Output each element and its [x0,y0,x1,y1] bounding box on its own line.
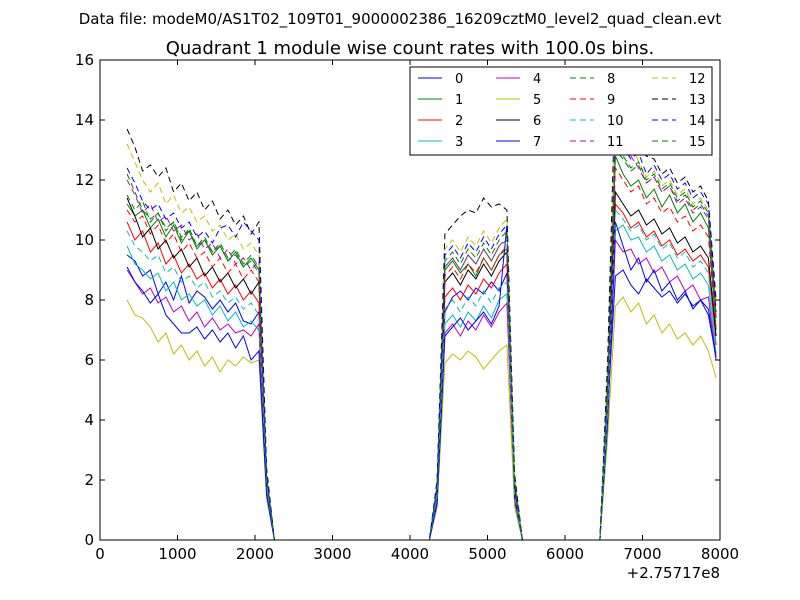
series-line-5 [126,296,717,541]
legend-label-13: 13 [689,93,706,108]
series-line-7 [126,221,717,541]
x-tick-label: 6000 [546,545,584,563]
x-tick-label: 3000 [313,545,351,563]
y-tick-label: 6 [84,351,94,369]
legend-label-3: 3 [455,135,463,150]
x-tick-label: 1000 [158,545,196,563]
series-line-10 [126,208,717,541]
legend-entry-9: 9 [570,93,615,108]
y-tick-label: 4 [84,411,94,429]
legend-entry-4: 4 [496,72,541,87]
series-line-9 [126,166,717,541]
legend-label-7: 7 [533,135,541,150]
x-tick-label: 0 [95,545,105,563]
y-tick-label: 14 [75,111,94,129]
legend-entry-13: 13 [652,93,706,108]
series-layer [126,80,717,541]
legend-label-14: 14 [689,114,706,129]
legend-label-4: 4 [533,72,541,87]
series-line-2 [126,202,717,541]
figure-suptitle: Data file: modeM0/AS1T02_109T01_90000023… [79,10,722,29]
y-tick-label: 8 [84,291,94,309]
legend-entry-7: 7 [496,135,541,150]
chart-title: Quadrant 1 module wise count rates with … [166,38,655,59]
legend-entry-6: 6 [496,114,541,129]
series-line-14 [126,133,717,541]
legend-label-0: 0 [455,72,463,87]
legend-entry-12: 12 [652,72,706,87]
legend-entry-10: 10 [570,114,624,129]
legend-entry-15: 15 [652,135,706,150]
legend-label-10: 10 [607,114,624,129]
y-tick-label: 10 [75,231,94,249]
x-tick-label: 4000 [391,545,429,563]
legend-label-15: 15 [689,135,706,150]
legend-box [409,66,713,156]
y-tick-label: 0 [84,531,94,549]
x-axis-offset-label: +2.75717e8 [627,564,720,582]
legend-entry-11: 11 [570,135,624,150]
series-line-6 [126,190,717,541]
legend-entry-1: 1 [418,93,463,108]
series-line-3 [126,224,717,541]
legend-label-9: 9 [607,93,615,108]
legend-label-6: 6 [533,114,541,129]
x-tick-label: 5000 [468,545,506,563]
legend-label-12: 12 [689,72,706,87]
legend-label-1: 1 [455,93,463,108]
x-tick-label: 8000 [701,545,739,563]
y-tick-label: 16 [75,51,94,69]
legend-entry-2: 2 [418,114,463,129]
legend-entry-0: 0 [418,72,463,87]
legend-label-2: 2 [455,114,463,129]
legend-label-5: 5 [533,93,541,108]
series-line-13 [126,80,717,541]
x-tick-label: 7000 [623,545,661,563]
legend-entry-14: 14 [652,114,706,129]
legend-label-8: 8 [607,72,615,87]
legend-entry-8: 8 [570,72,615,87]
y-tick-label: 2 [84,471,94,489]
series-line-0 [126,254,717,541]
x-axis: 0 1000 2000 3000 4000 5000 6000 7000 8000 [95,60,739,563]
series-line-15 [126,145,717,541]
legend-entry-5: 5 [496,93,541,108]
legend-entry-3: 3 [418,135,463,150]
x-tick-label: 2000 [236,545,274,563]
series-line-11 [126,130,717,541]
legend-label-11: 11 [607,135,624,150]
series-line-4 [126,238,717,541]
series-line-12 [126,112,717,541]
y-tick-label: 12 [75,171,94,189]
